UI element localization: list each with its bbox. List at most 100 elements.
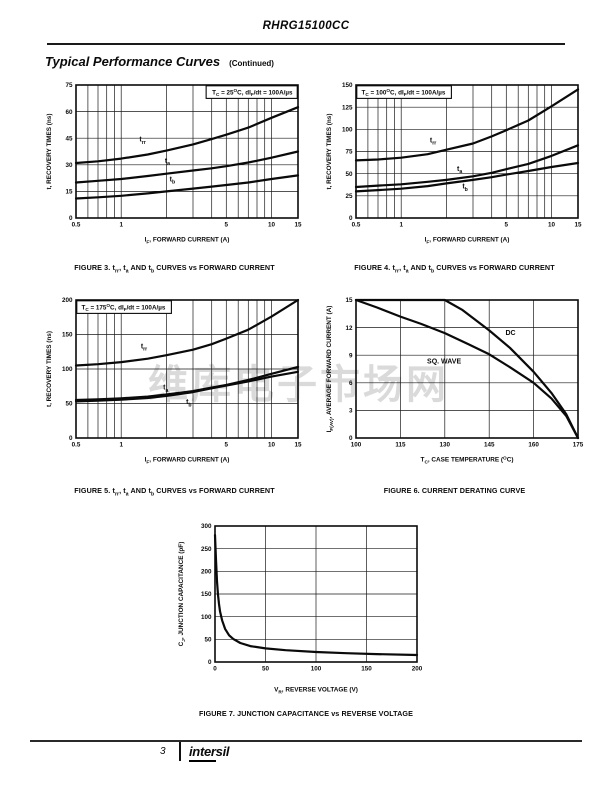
y-tick-label: 45	[65, 135, 73, 142]
y-tick-label: 200	[62, 297, 73, 304]
y-tick-label: 0	[69, 215, 73, 222]
x-tick-label: 150	[361, 666, 372, 673]
curve-label-ta: ta	[165, 158, 170, 167]
curve-label-ta: ta	[457, 166, 462, 175]
intersil-logo-suffix: sil	[215, 744, 230, 759]
document-title: RHRG15100CC	[262, 20, 350, 32]
x-tick-label: 5	[225, 442, 229, 449]
x-tick-label: 175	[573, 442, 584, 449]
footer-divider	[30, 740, 582, 742]
chart-annotation: TC = 25OC, dIF/dt = 100A/µs	[212, 88, 293, 97]
y-tick-label: 6	[349, 380, 353, 387]
curve-tb	[74, 174, 300, 200]
figure-6-chart: DC SQ. WAVE 100 115 130 145 160 175 0 3 6 9 12 15 TC, …	[326, 297, 584, 465]
chart-annotation: TC = 100OC, dIF/dt = 100A/µs	[362, 88, 446, 97]
y-tick-label: 0	[349, 435, 353, 442]
footer-separator	[179, 742, 181, 761]
page-number: 3	[160, 746, 166, 757]
curve-cj	[213, 534, 419, 657]
curve-trr	[74, 298, 300, 367]
figure-7-caption: FIGURE 7. JUNCTION CAPACITANCE vs REVERS…	[198, 709, 414, 718]
y-tick-label: 100	[342, 127, 353, 134]
x-tick-label: 15	[294, 442, 302, 449]
y-tick-label: 100	[201, 614, 212, 621]
curve-label-trr: trr	[141, 343, 147, 352]
plot-border	[355, 299, 579, 439]
x-tick-label: 1	[119, 442, 123, 449]
x-tick-label: 10	[548, 222, 556, 229]
plot-border	[355, 84, 579, 219]
x-tick-label: 0	[213, 666, 217, 673]
y-tick-label: 3	[349, 408, 353, 415]
intersil-logo: intersil	[189, 744, 230, 762]
x-tick-label: 0.5	[352, 222, 361, 229]
curve-tb	[354, 161, 580, 193]
section-continued-label: (Continued)	[229, 59, 274, 68]
curve-trr	[74, 106, 300, 165]
figure-7-chart: 0 50 100 150 200 0 50 100 150 200 250 300 VR, REVERS…	[178, 523, 423, 696]
x-tick-label: 50	[262, 666, 270, 673]
y-tick-label: 60	[65, 109, 73, 116]
figure-3: TC = 25OC, dIF/dt = 100A/µs trr ta tb 0.5 1 5 1…	[42, 80, 307, 275]
y-tick-label: 0	[349, 215, 353, 222]
y-tick-label: 75	[345, 149, 353, 156]
y-axis-title: IF(AV), AVERAGE FORWARD CURRENT (A)	[326, 306, 335, 433]
x-tick-label: 160	[528, 442, 539, 449]
x-tick-label: 0.5	[72, 442, 81, 449]
plot-border	[75, 299, 299, 439]
y-tick-label: 250	[201, 546, 212, 553]
y-tick-label: 200	[201, 569, 212, 576]
y-tick-label: 150	[62, 332, 73, 339]
curve-label-sq-wave: SQ. WAVE	[427, 358, 461, 365]
x-axis-title: TC, CASE TEMPERATURE (OC)	[421, 455, 514, 465]
curve-label-dc: DC	[505, 330, 515, 337]
x-tick-label: 145	[484, 442, 495, 449]
y-axis-title: t, RECOVERY TIMES (ns)	[46, 331, 53, 407]
figure-6-caption: FIGURE 6. CURRENT DERATING CURVE	[383, 486, 526, 495]
section-heading: Typical Performance Curves (Continued)	[45, 53, 274, 71]
y-tick-label: 30	[65, 162, 73, 169]
x-tick-label: 0.5	[72, 222, 81, 229]
x-axis-title: VR, REVERSE VOLTAGE (V)	[274, 687, 358, 696]
y-tick-label: 0	[69, 435, 73, 442]
curve-ta	[74, 150, 300, 184]
curve-label-ta: ta	[163, 385, 168, 394]
curve-label-trr: trr	[139, 137, 145, 146]
x-tick-label: 1	[119, 222, 123, 229]
x-tick-label: 100	[311, 666, 322, 673]
y-tick-label: 125	[342, 104, 353, 111]
y-tick-label: 50	[65, 401, 73, 408]
x-tick-label: 5	[505, 222, 509, 229]
y-tick-label: 75	[65, 82, 73, 89]
curve-sq-wave	[354, 298, 580, 440]
x-axis-title: IF, FORWARD CURRENT (A)	[425, 237, 510, 246]
x-axis-title: IF, FORWARD CURRENT (A)	[145, 457, 230, 466]
curve-dc	[354, 298, 580, 440]
x-tick-label: 115	[395, 442, 406, 449]
curve-label-tb: tb	[186, 399, 192, 408]
y-tick-label: 15	[65, 189, 73, 196]
curve-label-trr: trr	[430, 138, 436, 147]
y-axis-title: CJ, JUNCTION CAPACITANCE (pF)	[178, 542, 187, 647]
figure-6: DC SQ. WAVE 100 115 130 145 160 175 0 3 6 9 12 15 TC, …	[322, 295, 587, 495]
y-tick-label: 150	[201, 591, 212, 598]
y-axis-title: t, RECOVERY TIMES (ns)	[46, 114, 53, 190]
y-tick-label: 12	[345, 325, 353, 332]
curve-ta	[354, 144, 580, 189]
figure-5-caption: FIGURE 5. trr, ta AND tb CURVES vs FORWA…	[74, 486, 275, 498]
curve-trr	[354, 88, 580, 162]
x-tick-label: 100	[351, 442, 362, 449]
y-tick-label: 25	[345, 193, 353, 200]
x-tick-label: 1	[399, 222, 403, 229]
x-axis-title: IF, FORWARD CURRENT (A)	[145, 237, 230, 246]
x-tick-label: 15	[294, 222, 302, 229]
figure-3-caption: FIGURE 3. trr, ta AND tb CURVES vs FORWA…	[74, 263, 275, 275]
y-tick-label: 15	[345, 297, 353, 304]
curve-label-tb: tb	[170, 177, 176, 186]
y-tick-label: 150	[342, 82, 353, 89]
x-tick-label: 200	[412, 666, 423, 673]
figure-3-chart: TC = 25OC, dIF/dt = 100A/µs trr ta tb 0.5 1 5 1…	[46, 82, 302, 246]
